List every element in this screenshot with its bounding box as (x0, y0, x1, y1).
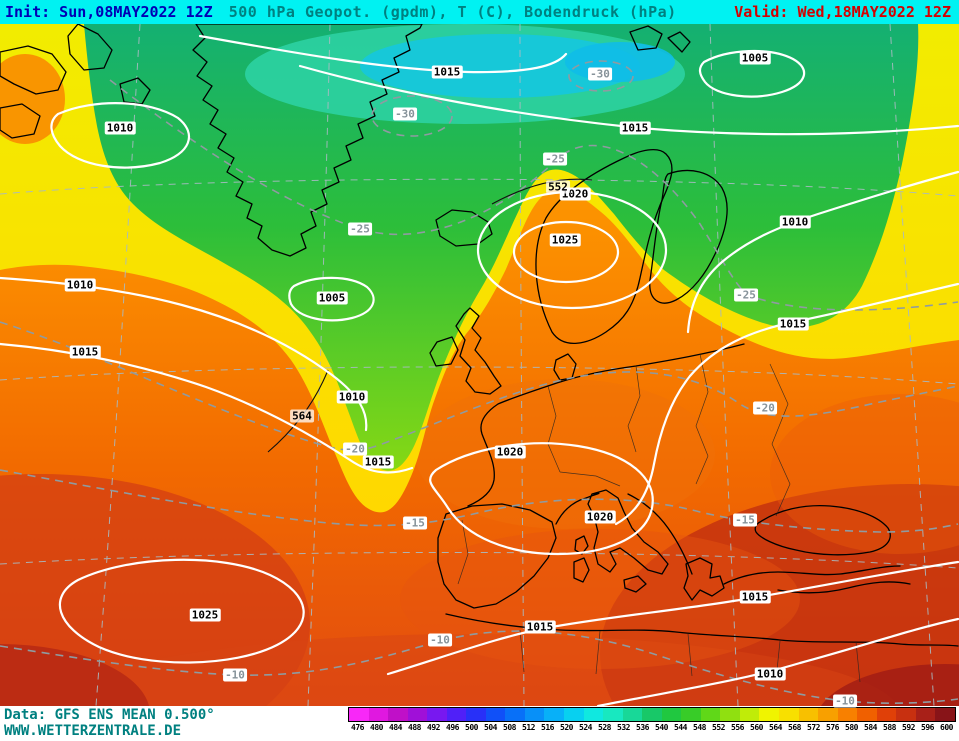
map-svg (0, 24, 959, 706)
colorbar-segment (427, 708, 447, 721)
colorbar-segment (524, 708, 545, 721)
colorbar-tick-label: 576 (826, 723, 839, 732)
colorbar-segment (564, 708, 584, 721)
colorbar-tick-label: 488 (408, 723, 421, 732)
colorbar-segment (837, 708, 858, 721)
colorbar-segment (935, 708, 955, 721)
colorbar-tick-label: 524 (579, 723, 592, 732)
colorbar-tick-label: 572 (807, 723, 820, 732)
colorbar-segment (603, 708, 623, 721)
credits-block: Data: GFS ENS MEAN 0.500° WWW.WETTERZENT… (4, 707, 348, 739)
colorbar-tick-label: 508 (503, 723, 516, 732)
weather-map: 1015 1005 1010 1015 1020 1025 1010 1010 1015 1015… (0, 24, 959, 708)
colorbar-tick-label: 596 (921, 723, 934, 732)
colorbar-segment (544, 708, 565, 721)
colorbar-segment (446, 708, 467, 721)
colorbar-segment (388, 708, 408, 721)
colorbar-segment (700, 708, 721, 721)
colorbar-segment (485, 708, 506, 721)
colorbar-tick-label: 552 (712, 723, 725, 732)
colorbar-tick-label: 500 (465, 723, 478, 732)
colorbar-segment (661, 708, 682, 721)
coastlines (0, 24, 959, 647)
colorbar-segment (681, 708, 701, 721)
colorbar-tick-label: 480 (370, 723, 383, 732)
colorbar-tick-label: 532 (617, 723, 630, 732)
colorbar-tick-label: 528 (598, 723, 611, 732)
colorbar-segment (915, 708, 936, 721)
colorbar-tick-label: 584 (864, 723, 877, 732)
colorbar-tick-label: 544 (674, 723, 687, 732)
colorbar-segment (622, 708, 643, 721)
colorbar-tick-label: 512 (522, 723, 535, 732)
country-borders (457, 353, 861, 683)
colorbar-tick-label: 556 (731, 723, 744, 732)
data-source-label: Data: GFS ENS MEAN 0.500° (4, 707, 215, 723)
colorbar-tick-label: 600 (940, 723, 953, 732)
colorbar-tick-label: 496 (446, 723, 459, 732)
colorbar-gradient (348, 707, 956, 722)
colorbar-tick-label: 516 (541, 723, 554, 732)
colorbar-tick-label: 520 (560, 723, 573, 732)
colorbar-segment (759, 708, 780, 721)
colorbar-segment (407, 708, 428, 721)
colorbar-segment (779, 708, 799, 721)
colorbar-tick-label: 536 (636, 723, 649, 732)
colorbar-tick-label: 580 (845, 723, 858, 732)
colorbar-tick-label: 548 (693, 723, 706, 732)
valid-time-label: Valid: Wed,18MAY2022 12Z (734, 3, 951, 21)
colorbar-segment (720, 708, 740, 721)
colorbar-segment (349, 708, 369, 721)
colorbar-scale-labels: 476 480 484 488 492 496 500 504 508 512 516 520 524 5… (348, 723, 956, 732)
map-footer: Data: GFS ENS MEAN 0.500° WWW.WETTERZENT… (0, 706, 959, 741)
colorbar-segment (896, 708, 916, 721)
colorbar-segment (642, 708, 662, 721)
colorbar-segment (505, 708, 525, 721)
init-time-label: Init: Sun,08MAY2022 12Z (5, 3, 213, 21)
colorbar-tick-label: 476 (351, 723, 364, 732)
colorbar-tick-label: 564 (769, 723, 782, 732)
colorbar-tick-label: 560 (750, 723, 763, 732)
colorbar-tick-label: 504 (484, 723, 497, 732)
colorbar-segment (876, 708, 897, 721)
website-label: WWW.WETTERZENTRALE.DE (4, 723, 182, 739)
geopotential-colorbar: 476 480 484 488 492 496 500 504 508 512 516 520 524 5… (348, 707, 956, 732)
colorbar-tick-label: 492 (427, 723, 440, 732)
colorbar-segment (857, 708, 877, 721)
colorbar-tick-label: 588 (883, 723, 896, 732)
colorbar-segment (798, 708, 819, 721)
colorbar-segment (583, 708, 604, 721)
colorbar-tick-label: 484 (389, 723, 402, 732)
colorbar-tick-label: 592 (902, 723, 915, 732)
map-header: Init: Sun,08MAY2022 12Z 500 hPa Geopot. … (0, 0, 959, 24)
color-field (0, 24, 959, 706)
colorbar-segment (818, 708, 838, 721)
colorbar-segment (368, 708, 389, 721)
colorbar-tick-label: 540 (655, 723, 668, 732)
colorbar-segment (739, 708, 760, 721)
map-title: 500 hPa Geopot. (gpdm), T (C), Bodendruc… (228, 3, 677, 21)
graticule (0, 24, 959, 706)
colorbar-tick-label: 568 (788, 723, 801, 732)
colorbar-segment (466, 708, 486, 721)
